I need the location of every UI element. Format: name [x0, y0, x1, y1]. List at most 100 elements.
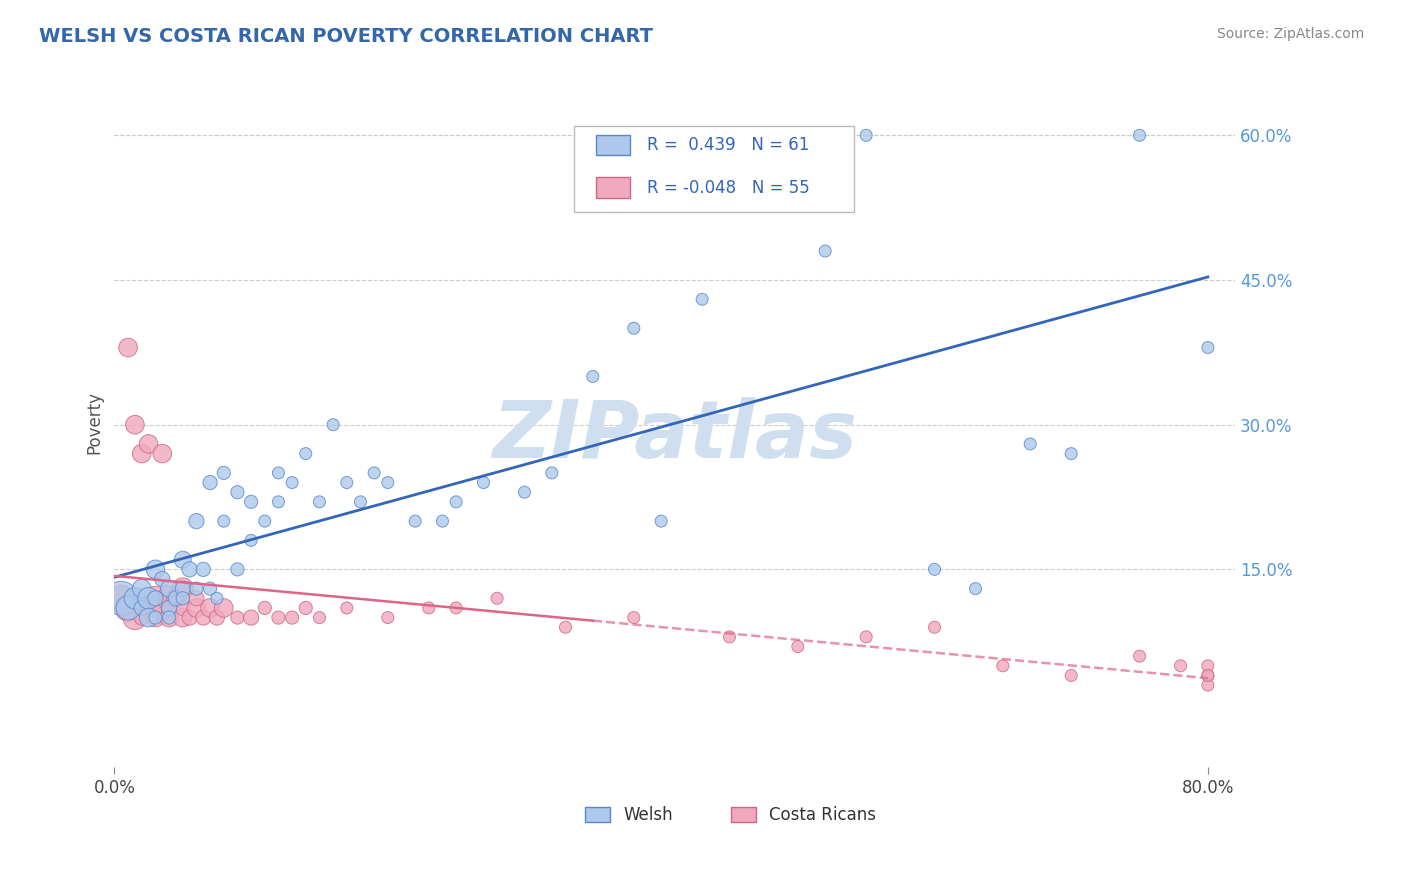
- Point: [336, 601, 359, 615]
- Point: [513, 485, 536, 500]
- Point: [145, 601, 167, 615]
- Point: [1197, 658, 1219, 673]
- Point: [212, 514, 235, 528]
- Point: [205, 591, 228, 606]
- Point: [172, 591, 194, 606]
- FancyBboxPatch shape: [596, 178, 630, 198]
- Point: [444, 601, 467, 615]
- FancyBboxPatch shape: [574, 126, 853, 212]
- Text: R = -0.048   N = 55: R = -0.048 N = 55: [647, 178, 810, 197]
- Point: [991, 658, 1014, 673]
- Point: [1197, 341, 1219, 355]
- Text: Welsh: Welsh: [623, 805, 673, 823]
- Point: [131, 582, 153, 596]
- Point: [124, 591, 146, 606]
- Point: [1019, 437, 1042, 451]
- Point: [786, 640, 808, 654]
- Point: [855, 630, 877, 644]
- Point: [117, 601, 139, 615]
- Point: [157, 601, 180, 615]
- Point: [172, 601, 194, 615]
- Point: [377, 475, 399, 490]
- Point: [267, 466, 290, 480]
- Point: [150, 601, 173, 615]
- Point: [131, 591, 153, 606]
- Point: [193, 610, 215, 624]
- FancyBboxPatch shape: [596, 135, 630, 155]
- Point: [336, 475, 359, 490]
- Point: [540, 466, 562, 480]
- Point: [226, 562, 249, 576]
- Text: Source: ZipAtlas.com: Source: ZipAtlas.com: [1216, 27, 1364, 41]
- Point: [554, 620, 576, 634]
- Text: Costa Ricans: Costa Ricans: [769, 805, 876, 823]
- Point: [1060, 447, 1083, 461]
- Point: [267, 495, 290, 509]
- Point: [404, 514, 426, 528]
- Text: ZIPatlas: ZIPatlas: [492, 397, 858, 475]
- Point: [124, 610, 146, 624]
- Point: [186, 591, 208, 606]
- Point: [124, 417, 146, 432]
- Point: [131, 601, 153, 615]
- Point: [1197, 668, 1219, 682]
- Point: [349, 495, 371, 509]
- Point: [157, 601, 180, 615]
- Point: [1060, 668, 1083, 682]
- FancyBboxPatch shape: [731, 807, 755, 822]
- Point: [186, 582, 208, 596]
- Point: [924, 562, 946, 576]
- Point: [131, 447, 153, 461]
- Point: [745, 177, 768, 191]
- Point: [179, 610, 201, 624]
- Point: [718, 630, 741, 644]
- Point: [193, 562, 215, 576]
- Point: [157, 610, 180, 624]
- Point: [267, 610, 290, 624]
- Point: [582, 369, 605, 384]
- Point: [472, 475, 495, 490]
- Point: [377, 610, 399, 624]
- Point: [179, 562, 201, 576]
- Point: [855, 128, 877, 143]
- Y-axis label: Poverty: Poverty: [86, 391, 103, 454]
- Point: [253, 514, 276, 528]
- Point: [186, 601, 208, 615]
- Point: [623, 610, 645, 624]
- Point: [117, 341, 139, 355]
- Point: [444, 495, 467, 509]
- Point: [157, 610, 180, 624]
- Point: [198, 601, 221, 615]
- Point: [294, 601, 316, 615]
- Point: [165, 591, 187, 606]
- Point: [623, 321, 645, 335]
- Point: [308, 610, 330, 624]
- Point: [145, 610, 167, 624]
- Point: [322, 417, 344, 432]
- Point: [138, 610, 160, 624]
- Point: [198, 582, 221, 596]
- Point: [690, 293, 713, 307]
- Point: [157, 582, 180, 596]
- Point: [253, 601, 276, 615]
- Point: [281, 475, 304, 490]
- Text: WELSH VS COSTA RICAN POVERTY CORRELATION CHART: WELSH VS COSTA RICAN POVERTY CORRELATION…: [39, 27, 654, 45]
- Point: [205, 610, 228, 624]
- Point: [131, 610, 153, 624]
- Point: [186, 514, 208, 528]
- Point: [172, 582, 194, 596]
- Point: [294, 447, 316, 461]
- FancyBboxPatch shape: [585, 807, 610, 822]
- Point: [138, 591, 160, 606]
- Point: [363, 466, 385, 480]
- Point: [150, 447, 173, 461]
- Point: [814, 244, 837, 258]
- Point: [145, 591, 167, 606]
- Point: [145, 610, 167, 624]
- Point: [110, 591, 132, 606]
- Point: [308, 495, 330, 509]
- Point: [240, 495, 263, 509]
- Point: [117, 601, 139, 615]
- Point: [198, 475, 221, 490]
- Point: [212, 466, 235, 480]
